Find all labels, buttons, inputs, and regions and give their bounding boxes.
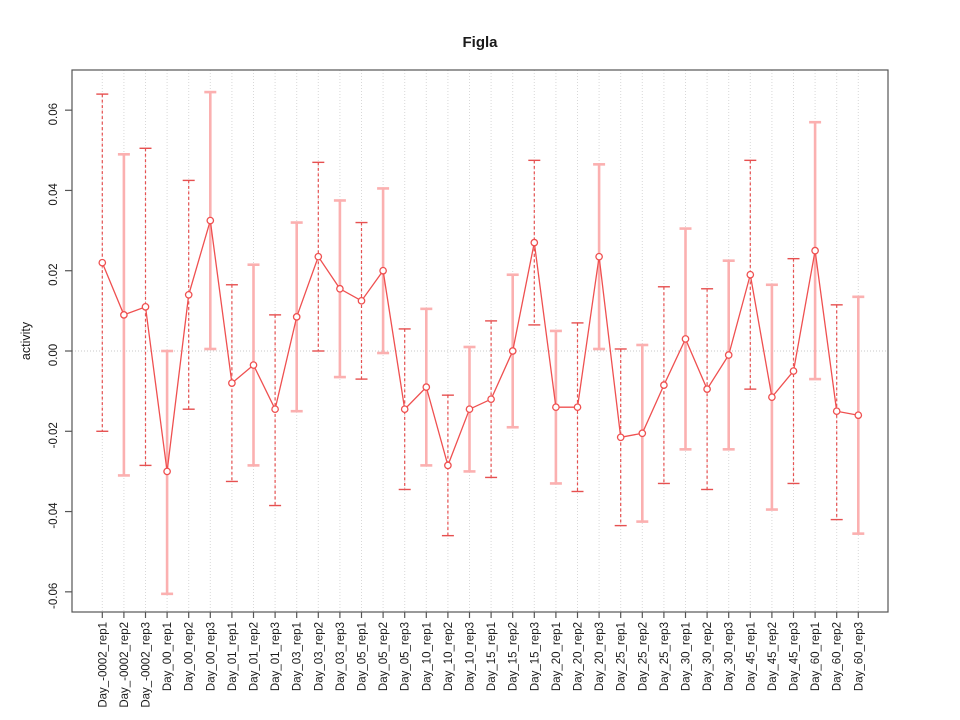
x-tick-label: Day_30_rep3 [724, 622, 736, 691]
error-bar [225, 284, 238, 483]
data-point [854, 411, 863, 420]
data-point [292, 313, 301, 321]
data-point [552, 403, 560, 412]
x-tick-label: Day_10_rep2 [443, 622, 455, 691]
x-tick-label: Day_30_rep2 [702, 622, 714, 691]
x-tick-label: Day_05_rep1 [357, 622, 369, 691]
chart-title: Figla [462, 34, 498, 51]
data-point [746, 270, 755, 279]
x-tick-label: Day_30_rep1 [681, 622, 693, 691]
error-bar [657, 286, 670, 485]
x-tick-label: Day_-0002_rep1 [97, 622, 109, 708]
data-point [271, 405, 279, 414]
x-tick-label: Day_03_rep2 [313, 622, 325, 691]
data-point [422, 383, 431, 391]
data-point [789, 367, 798, 375]
data-point [206, 216, 215, 225]
data-point [487, 395, 495, 404]
axes: 0.06 0.04 0.02 0.00 -0.02 -0.04 -0.06 Day_-0002… [48, 103, 865, 708]
x-tick-label: Day_45_rep1 [745, 622, 757, 691]
error-bar [96, 93, 109, 432]
data-point [811, 246, 819, 255]
data-point [249, 361, 258, 369]
y-tick-label: -0.02 [48, 422, 60, 448]
x-tick-label: Day_45_rep2 [767, 622, 779, 691]
x-tick-label: Day_25_rep2 [637, 622, 649, 691]
data-point [314, 252, 323, 261]
x-tick-label: Day_20_rep2 [573, 622, 585, 691]
x-tick-label: Day_00_rep1 [162, 622, 174, 691]
x-tick-label: Day_03_rep1 [292, 622, 304, 691]
data-point [120, 311, 128, 319]
y-tick-label: -0.06 [48, 583, 60, 609]
x-tick-label: Day_-0002_rep2 [119, 622, 131, 708]
x-tick-label: Day_05_rep3 [400, 622, 412, 691]
error-bar [182, 179, 195, 410]
x-tick-label: Day_03_rep3 [335, 622, 347, 691]
x-tick-label: Day_01_rep2 [249, 622, 261, 691]
data-point [595, 252, 603, 261]
data-point [681, 335, 690, 343]
data-point [508, 347, 517, 355]
data-point [832, 407, 841, 416]
y-axis-label: activity [19, 321, 33, 360]
data-point [768, 393, 776, 402]
error-bar [744, 159, 757, 390]
x-tick-label: Day_15_rep3 [529, 622, 541, 691]
x-tick-label: Day_60_rep2 [832, 622, 844, 691]
data-point [357, 296, 366, 305]
x-tick-label: Day_00_rep3 [205, 622, 217, 691]
x-tick-label: Day_20_rep3 [594, 622, 606, 691]
y-tick-label: -0.04 [48, 502, 60, 529]
data-point [184, 290, 193, 299]
x-tick-label: Day_20_rep1 [551, 622, 563, 691]
data-point [703, 385, 711, 393]
y-tick-label: 0.06 [48, 103, 60, 125]
x-tick-label: Day_10_rep1 [421, 622, 433, 691]
x-tick-label: Day_15_rep1 [486, 622, 498, 691]
error-bar [528, 159, 541, 326]
data-point [573, 403, 582, 412]
data-point [638, 429, 647, 438]
x-tick-label: Day_60_rep1 [810, 622, 822, 691]
x-tick-label: Day_25_rep1 [616, 622, 628, 691]
x-tick-label: Day_01_rep1 [227, 622, 239, 691]
data-point [228, 379, 236, 387]
data-point [141, 302, 150, 311]
x-tick-label: Day_01_rep3 [270, 622, 282, 691]
data-point [465, 405, 474, 414]
plot-border [71, 69, 889, 613]
data-point [163, 467, 171, 476]
data-point [724, 351, 733, 359]
series-line [101, 220, 859, 472]
y-tick-label: 0.04 [48, 183, 60, 206]
data-point [444, 461, 452, 470]
data-point [616, 433, 625, 442]
x-tick-label: Day_15_rep2 [508, 622, 520, 691]
error-bar [139, 147, 152, 467]
data-point [98, 258, 107, 267]
x-tick-label: Day_00_rep2 [184, 622, 196, 691]
y-tick-label: 0.02 [48, 264, 60, 286]
gridlines [72, 70, 888, 612]
data-point [660, 381, 668, 389]
x-tick-label: Day_10_rep3 [465, 622, 477, 691]
data-point [336, 284, 344, 293]
x-tick-label: Day_05_rep2 [378, 622, 390, 691]
data-series [96, 90, 865, 596]
data-point [530, 238, 539, 247]
data-point [379, 266, 387, 275]
x-tick-label: Day_-0002_rep3 [141, 622, 153, 708]
x-tick-label: Day_60_rep3 [853, 622, 865, 691]
error-bar [441, 394, 454, 537]
error-bar [398, 328, 411, 491]
x-tick-label: Day_25_rep3 [659, 622, 671, 691]
y-tick-label: 0.00 [48, 344, 60, 366]
x-tick-label: Day_45_rep3 [789, 622, 801, 691]
data-point [400, 405, 409, 414]
